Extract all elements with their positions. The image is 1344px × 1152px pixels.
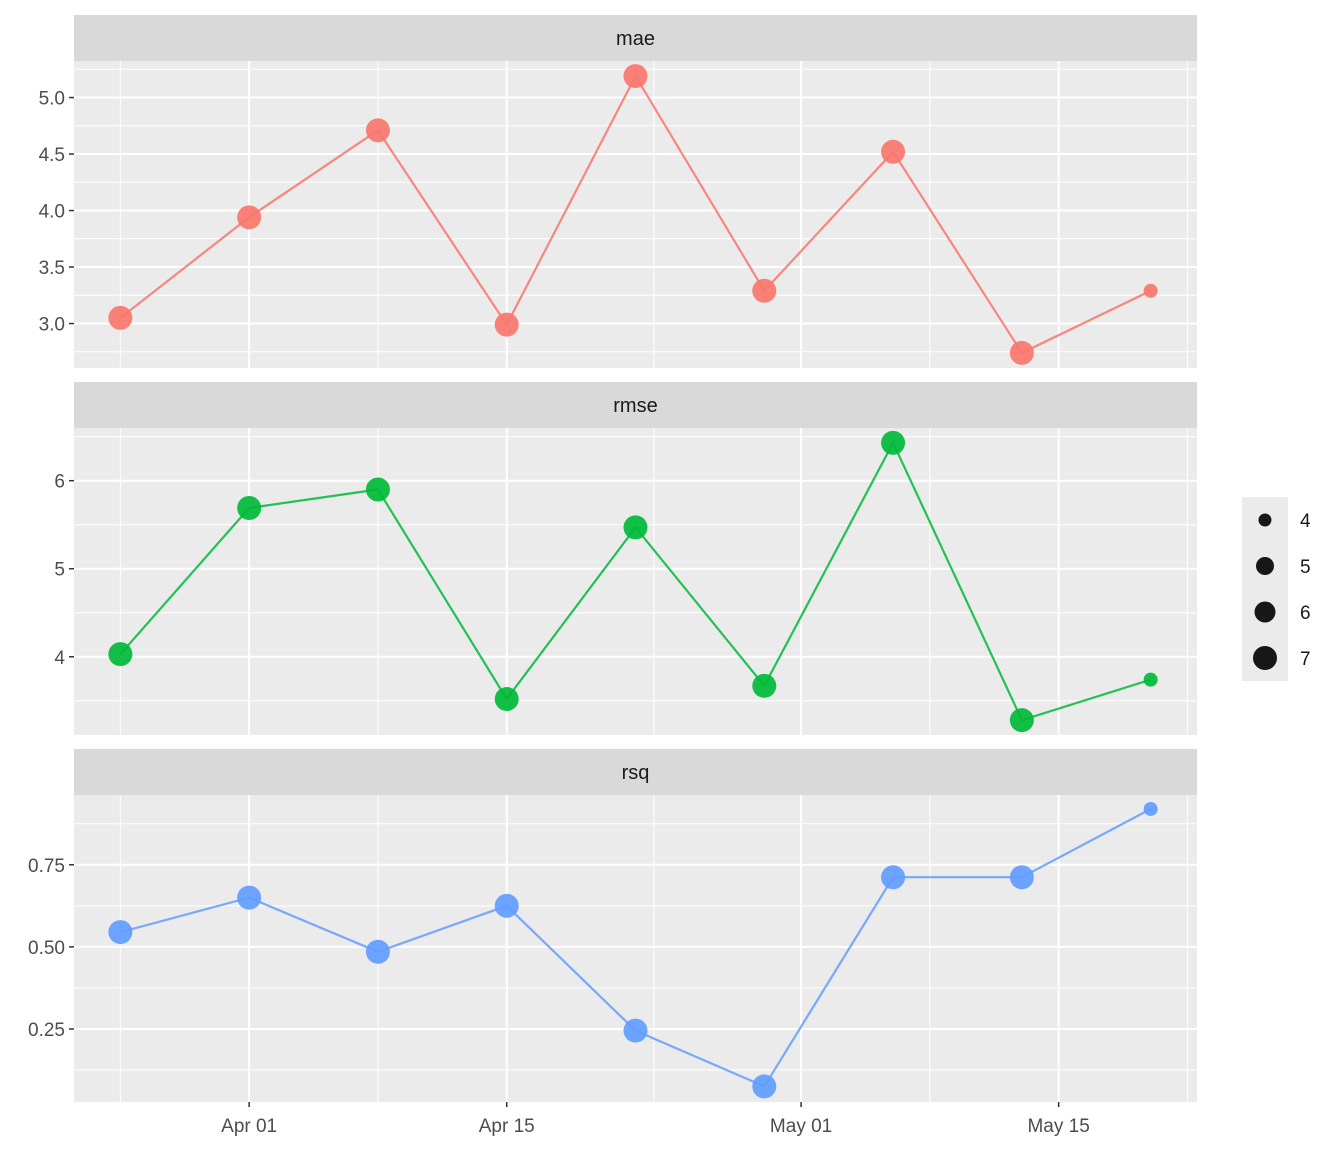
legend-label: 7	[1300, 649, 1311, 670]
data-point	[1009, 865, 1034, 890]
data-point	[237, 885, 262, 910]
data-point	[365, 118, 390, 143]
legend-label: 6	[1300, 603, 1311, 624]
y-tick-label: 5	[54, 560, 65, 581]
data-point	[623, 515, 648, 540]
strip-background	[74, 382, 1197, 428]
data-point	[1009, 708, 1034, 733]
legend-key-dot	[1253, 646, 1277, 670]
data-point	[1009, 340, 1034, 365]
strip-label-rmse: rmse	[613, 395, 657, 417]
y-tick-label: 5.0	[39, 89, 65, 110]
data-point	[1143, 283, 1158, 298]
data-point	[752, 1074, 777, 1099]
x-tick-label: Apr 01	[221, 1116, 277, 1137]
panel-mae: mae 3.0 3.5 4.0 4.5 5.0	[39, 15, 1197, 368]
y-tick-label: 3.5	[39, 258, 65, 279]
data-point	[494, 312, 519, 337]
y-tick-label: 4.5	[39, 145, 65, 166]
data-point	[108, 305, 133, 330]
panel-rsq: rsq 0.25 0.50 0.75	[28, 749, 1197, 1102]
data-point	[365, 477, 390, 502]
strip-label-rsq: rsq	[622, 762, 650, 784]
data-point	[881, 430, 906, 455]
data-point	[365, 939, 390, 964]
x-tick-label: May 01	[770, 1116, 832, 1137]
legend-key-dot	[1256, 557, 1274, 575]
data-point	[108, 642, 133, 667]
strip-background	[74, 749, 1197, 795]
legend-label: 5	[1300, 557, 1311, 578]
data-point	[623, 64, 648, 89]
y-tick-label: 4	[54, 648, 65, 669]
panel-background	[74, 428, 1197, 735]
data-point	[237, 495, 262, 520]
y-tick-label: 0.75	[28, 856, 65, 877]
x-tick-label: May 15	[1027, 1116, 1089, 1137]
data-point	[494, 893, 519, 918]
legend-label: 4	[1300, 511, 1311, 532]
legend-key-dot	[1254, 601, 1276, 623]
panel-rmse: rmse 4 5 6	[54, 382, 1197, 735]
data-point	[1143, 672, 1158, 687]
y-tick-label: 3.0	[39, 315, 65, 336]
y-tick-label: 4.0	[39, 202, 65, 223]
data-point	[1143, 801, 1158, 816]
data-point	[108, 920, 133, 945]
y-tick-label: 6	[54, 472, 65, 493]
data-point	[881, 865, 906, 890]
data-point	[494, 687, 519, 712]
size-legend: 4 5 6 7	[1242, 497, 1311, 681]
data-point	[237, 205, 262, 230]
data-point	[752, 673, 777, 698]
y-tick-label: 0.25	[28, 1020, 65, 1041]
panel-background	[74, 61, 1197, 368]
x-tick-label: Apr 15	[479, 1116, 535, 1137]
strip-label-mae: mae	[616, 28, 655, 50]
strip-background	[74, 15, 1197, 61]
data-point	[881, 139, 906, 164]
data-point	[623, 1018, 648, 1043]
panel-background	[74, 795, 1197, 1102]
legend-key-dot	[1258, 513, 1272, 527]
y-tick-label: 0.50	[28, 938, 65, 959]
data-point	[752, 278, 777, 303]
